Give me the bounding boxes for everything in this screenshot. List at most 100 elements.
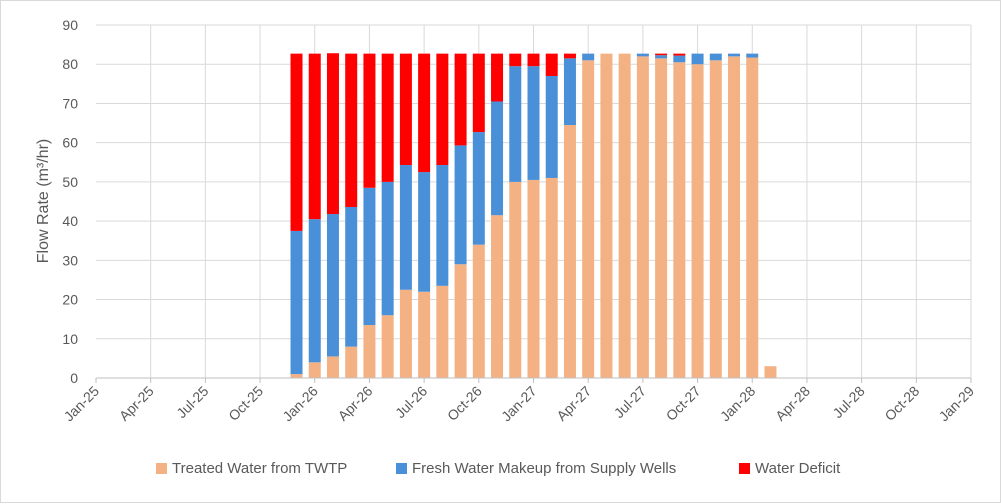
- bar-segment-fresh-Feb-27: [545, 75, 558, 178]
- legend-swatch: [396, 463, 407, 474]
- x-tick-label: Jan-27: [498, 383, 540, 425]
- bar-segment-treated-May-27: [600, 53, 613, 378]
- x-tick-label: Oct-27: [663, 383, 704, 424]
- bar-segment-treated-Jul-27: [636, 56, 649, 378]
- bar-segment-treated-Feb-28: [764, 366, 777, 378]
- bar-segment-treated-Jan-27: [527, 179, 540, 378]
- bar-segment-treated-Jul-26: [418, 291, 431, 378]
- bar-segment-fresh-Mar-26: [345, 206, 358, 347]
- bar-segment-deficit-May-26: [381, 53, 394, 182]
- bar-segment-deficit-Feb-27: [545, 53, 558, 76]
- bar-segment-treated-Oct-27: [691, 64, 704, 378]
- bar-segment-treated-May-26: [381, 315, 394, 378]
- bar-segment-treated-Jun-27: [618, 53, 631, 378]
- bar-segment-deficit-Apr-26: [363, 53, 376, 188]
- bar-segment-deficit-Jan-26: [308, 53, 321, 220]
- bar-segment-deficit-Jan-27: [527, 53, 540, 67]
- bar-segment-treated-Aug-26: [436, 285, 449, 378]
- bar-segment-treated-Oct-26: [472, 244, 485, 378]
- x-tick-label: Oct-25: [225, 383, 266, 424]
- x-tick-label: Jul-25: [173, 383, 211, 421]
- y-tick-label: 20: [62, 292, 78, 308]
- y-tick-label: 10: [62, 331, 78, 347]
- bar-segment-fresh-Feb-26: [326, 214, 339, 357]
- y-tick-label: 50: [62, 174, 78, 190]
- bar-segment-deficit-Dec-26: [509, 53, 522, 67]
- x-tick-label: Apr-26: [335, 383, 376, 424]
- bar-segment-treated-Feb-26: [326, 356, 339, 378]
- legend-label: Water Deficit: [755, 460, 841, 477]
- y-tick-label: 60: [62, 135, 78, 151]
- bar-segment-fresh-Sep-27: [673, 55, 686, 63]
- bar-segment-treated-Mar-27: [563, 125, 576, 379]
- bar-segment-deficit-Sep-27: [673, 53, 686, 56]
- bar-segment-deficit-Aug-26: [436, 53, 449, 166]
- bar-segment-treated-Sep-26: [454, 264, 467, 378]
- legend: Treated Water from TWTP Fresh Water Makeu…: [156, 460, 841, 477]
- legend-swatch: [156, 463, 167, 474]
- x-tick-label: Jul-27: [611, 383, 649, 421]
- bar-segment-treated-Mar-26: [345, 346, 358, 378]
- bar-segment-deficit-Dec-25: [290, 53, 303, 231]
- bar-segment-treated-Dec-27: [728, 56, 741, 378]
- legend-label: Fresh Water Makeup from Supply Wells: [412, 460, 676, 477]
- bar-segment-fresh-Dec-27: [728, 53, 741, 57]
- x-tick-label: Jul-28: [829, 383, 867, 421]
- bar-segment-treated-Nov-26: [491, 215, 504, 378]
- bar-segment-treated-Jan-26: [308, 362, 321, 378]
- bar-segment-fresh-Aug-26: [436, 165, 449, 286]
- y-tick-label: 40: [62, 213, 78, 229]
- x-tick-label: Oct-28: [881, 383, 922, 424]
- x-tick-label: Jan-28: [717, 383, 759, 425]
- legend-label: Treated Water from TWTP: [172, 460, 347, 477]
- bar-segment-deficit-Sep-26: [454, 53, 467, 146]
- bar-segment-treated-Feb-27: [545, 177, 558, 378]
- x-tick-label: Oct-26: [444, 383, 485, 424]
- bar-segment-fresh-Mar-27: [563, 58, 576, 126]
- x-tick-label: Jul-26: [392, 383, 430, 421]
- y-tick-label: 30: [62, 252, 78, 268]
- bar-segment-fresh-May-26: [381, 181, 394, 316]
- bar-segment-treated-Nov-27: [709, 60, 722, 379]
- bar-segment-deficit-Mar-27: [563, 53, 576, 59]
- x-tick-label: Jan-25: [61, 383, 103, 425]
- bar-segment-fresh-Jul-26: [418, 172, 431, 292]
- bar-segment-treated-Dec-26: [509, 181, 522, 378]
- bar-segment-fresh-Oct-27: [691, 53, 704, 65]
- bar-segment-fresh-Jan-26: [308, 219, 321, 363]
- bar-segment-fresh-Aug-27: [655, 55, 668, 59]
- bar-segment-fresh-Nov-26: [491, 101, 504, 216]
- bar-segment-fresh-Sep-26: [454, 145, 467, 265]
- bar-segment-deficit-Feb-26: [326, 53, 339, 215]
- bar-segment-treated-Dec-25: [290, 374, 303, 378]
- bar-segment-deficit-Jun-26: [399, 53, 412, 166]
- bar-segment-fresh-Jun-26: [399, 165, 412, 290]
- y-tick-label: 90: [62, 17, 78, 33]
- bar-segment-treated-Sep-27: [673, 62, 686, 379]
- bar-segment-treated-Apr-27: [582, 60, 595, 379]
- bar-segment-treated-Aug-27: [655, 58, 668, 378]
- y-tick-label: 70: [62, 95, 78, 111]
- bar-segment-fresh-Jan-27: [527, 66, 540, 180]
- y-axis-title: Flow Rate (m³/hr): [35, 139, 52, 263]
- bar-segment-fresh-Nov-27: [709, 53, 722, 61]
- x-tick-label: Apr-25: [116, 383, 157, 424]
- legend-swatch: [739, 463, 750, 474]
- y-tick-label: 0: [70, 370, 78, 386]
- bar-segment-deficit-Nov-26: [491, 53, 504, 102]
- bar-segment-fresh-Jan-28: [746, 53, 759, 58]
- bar-segment-treated-Jan-28: [746, 57, 759, 378]
- bar-segment-deficit-Aug-27: [655, 53, 668, 56]
- bar-segment-fresh-Oct-26: [472, 132, 485, 245]
- bar-segment-deficit-Jul-26: [418, 53, 431, 173]
- bar-segment-fresh-Jul-27: [636, 53, 649, 57]
- bar-layer: [290, 53, 777, 379]
- bar-segment-treated-Jun-26: [399, 289, 412, 378]
- x-tick-label: Apr-27: [553, 383, 594, 424]
- bar-segment-fresh-Dec-25: [290, 230, 303, 375]
- bar-segment-fresh-Apr-27: [582, 53, 595, 61]
- x-tick-label: Jan-29: [936, 383, 978, 425]
- x-tick-label: Jan-26: [279, 383, 321, 425]
- bar-segment-deficit-Oct-26: [472, 53, 485, 133]
